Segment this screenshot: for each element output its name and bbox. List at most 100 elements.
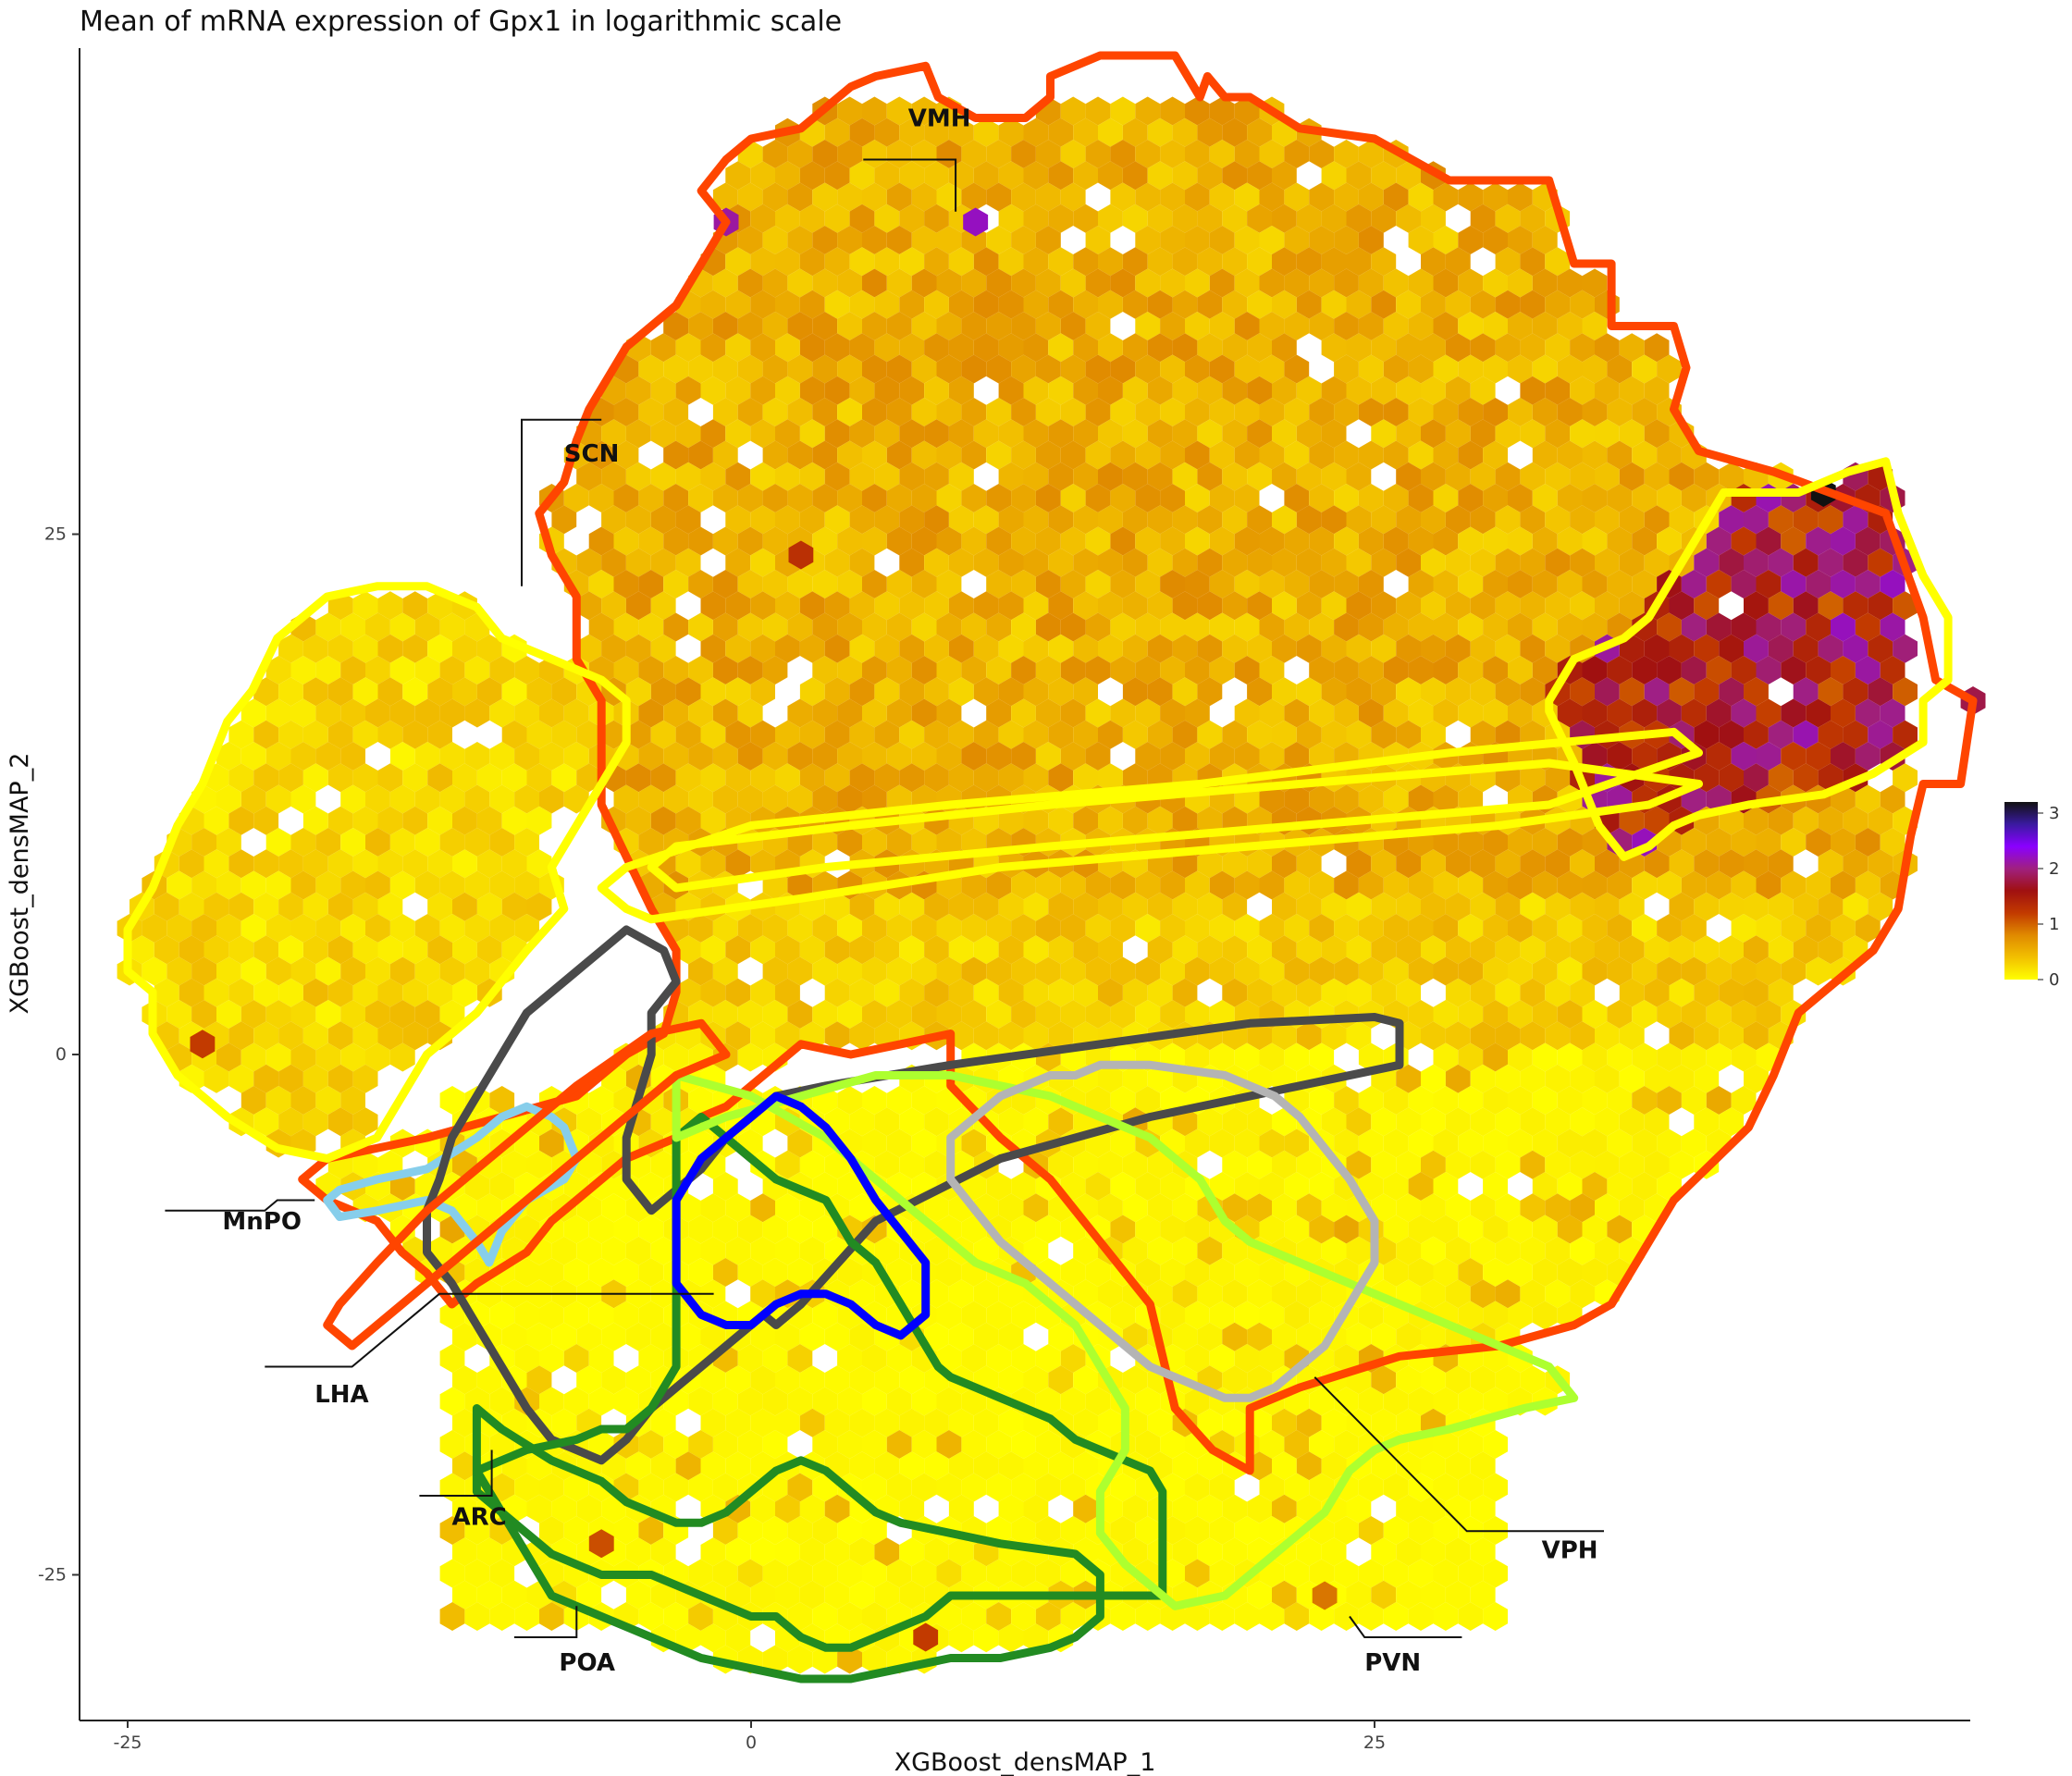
hex-cell (1222, 204, 1248, 233)
hex-cell (924, 419, 949, 449)
hex-cell (787, 698, 813, 728)
hex-cell (1756, 742, 1782, 771)
hex-cell (874, 247, 900, 277)
hex-cell (1371, 978, 1397, 1007)
hex-cell (588, 1086, 614, 1115)
hex-cell (1545, 763, 1571, 793)
hex-cell (787, 1258, 813, 1287)
hex-cell (1781, 570, 1807, 598)
hex-cell (1197, 333, 1223, 363)
hex-cell (775, 204, 800, 233)
hex-cell (663, 612, 689, 642)
hex-cell (961, 1602, 987, 1631)
hex-cell (1632, 526, 1658, 556)
hex-cell (340, 656, 365, 684)
hex-cell (737, 354, 763, 384)
region-outline-poa (472, 1404, 1104, 1684)
hex-cell (1694, 634, 1720, 663)
hex-cell (1408, 1516, 1434, 1545)
hex-cell (1532, 354, 1558, 384)
hex-cell (812, 1387, 838, 1416)
hex-cell (1209, 398, 1235, 426)
hex-cell (1098, 161, 1123, 191)
hex-cell (1756, 914, 1782, 943)
hex-cell (986, 484, 1012, 512)
hex-cell (1433, 656, 1459, 684)
hex-cell (1557, 956, 1583, 986)
hex-cell (1483, 526, 1508, 556)
hex-cell (1445, 1193, 1471, 1223)
hex-cell (1259, 1430, 1285, 1459)
hex-cell (1470, 978, 1496, 1007)
hex-cell (1557, 828, 1583, 857)
hex-cell (1259, 698, 1285, 728)
hex-cell (1035, 268, 1061, 298)
hex-cell (1135, 742, 1161, 771)
hex-cell (1011, 182, 1036, 212)
hex-cell (1272, 720, 1297, 749)
hex-cell (1209, 354, 1235, 384)
hex-cell (1110, 398, 1136, 426)
hex-cell (924, 161, 949, 191)
hex-cell (675, 333, 701, 363)
hex-cell (948, 1021, 974, 1051)
hex-cell (936, 742, 962, 771)
hex-cell (1309, 526, 1335, 556)
hex-cell (1632, 656, 1658, 684)
hex-cell (1284, 354, 1310, 384)
hex-cell (1073, 376, 1098, 405)
hex-cell (625, 591, 651, 621)
hex-cell (1160, 440, 1185, 470)
hex-cell (849, 634, 875, 663)
hex-cell (948, 419, 974, 449)
hex-cell (924, 204, 949, 233)
hex-cell (1458, 354, 1484, 384)
hex-cell (787, 870, 813, 900)
region-outline-scn-band (597, 727, 1703, 924)
hex-cell (551, 1236, 577, 1265)
hex-cell (1421, 1236, 1446, 1265)
hex-cell (1358, 1516, 1384, 1545)
hex-cell (1060, 870, 1086, 900)
hex-cell (625, 1537, 651, 1567)
hex-cell (1346, 849, 1372, 879)
hex-cell (1880, 784, 1906, 814)
hex-cell (1160, 914, 1185, 943)
hex-cell (1247, 1107, 1272, 1137)
hex-cell (1681, 914, 1707, 943)
hex-cell (737, 1344, 763, 1373)
hex-cell (899, 505, 925, 535)
hex-cell (514, 1258, 539, 1287)
hex-cell (725, 462, 751, 491)
hex-cell (1272, 591, 1297, 621)
hex-cell (1731, 698, 1757, 728)
hex-cell (389, 784, 415, 814)
hex-cell (1110, 698, 1136, 728)
hex-cell (377, 763, 403, 793)
hex-cell (1321, 462, 1347, 491)
hex-cell (1644, 806, 1670, 835)
hex-cell (1259, 1473, 1285, 1502)
hex-cell (737, 1430, 763, 1459)
hex-cell (290, 1086, 316, 1115)
hex-cell (1147, 892, 1173, 921)
hex-cell (650, 1150, 676, 1179)
hex-cell (725, 1623, 751, 1653)
hex-cell (688, 526, 713, 556)
hex-cell (1445, 1150, 1471, 1179)
hex-cell (1893, 677, 1918, 707)
hex-cell (936, 398, 962, 426)
hex-cell (365, 828, 390, 857)
hex-cell (1868, 720, 1893, 749)
hex-cell (725, 935, 751, 965)
hex-cell (1880, 698, 1906, 728)
hex-cell (1048, 247, 1074, 277)
hex-cell (1197, 247, 1223, 277)
hex-cell (936, 526, 962, 556)
hex-cell (327, 634, 353, 663)
hex-cell (1346, 161, 1372, 191)
hex-cell (1060, 1602, 1086, 1631)
hex-cell (936, 1258, 962, 1287)
hex-cell (824, 161, 850, 191)
hex-cell (1880, 656, 1906, 684)
